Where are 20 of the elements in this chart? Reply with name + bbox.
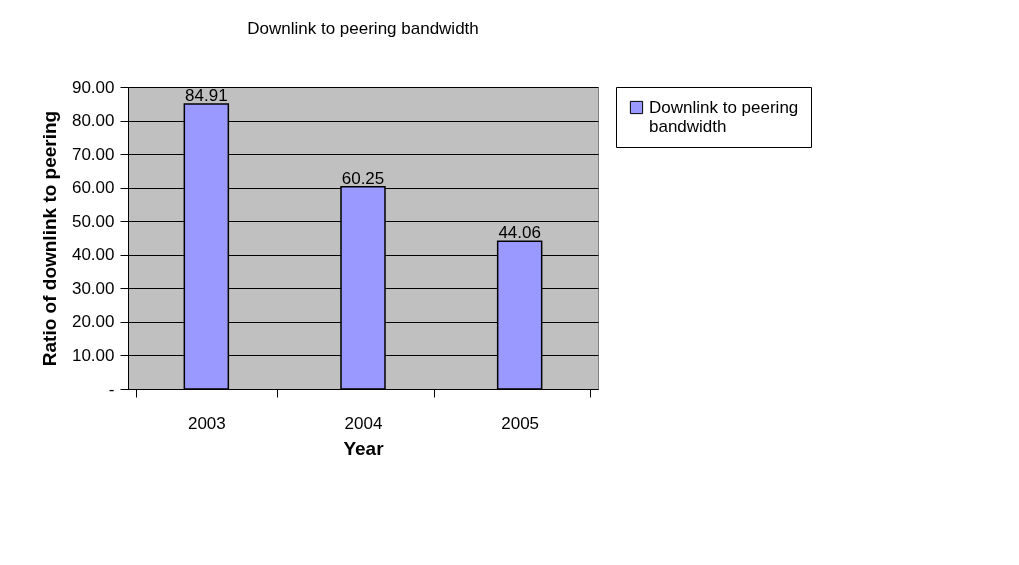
data-label: 84.91 [185,86,228,106]
y-tick-label: 10.00 [71,345,115,365]
y-tick-label: 50.00 [71,211,115,231]
y-tick-label: 80.00 [71,111,115,131]
x-tick-label: 2005 [501,413,540,433]
y-axis-title: Ratio of downlink to peering [38,110,60,367]
y-tick-label: 40.00 [71,245,115,265]
y-tick-label: 30.00 [71,278,115,298]
y-tick-label: 20.00 [71,312,115,332]
y-tick-label: 90.00 [71,77,115,97]
y-tick-label: - [108,379,115,399]
y-tick-label: 60.00 [71,178,115,198]
x-tick-label: 2003 [187,413,226,433]
data-label: 44.06 [498,223,541,243]
y-tick-label: 70.00 [71,144,115,164]
chart-title: Downlink to peering bandwidth [247,19,479,38]
data-label: 60.25 [341,168,385,188]
legend-label: Downlink to peering bandwidth [649,97,799,136]
x-tick-label: 2004 [344,413,383,433]
x-axis-title: Year [343,437,385,459]
